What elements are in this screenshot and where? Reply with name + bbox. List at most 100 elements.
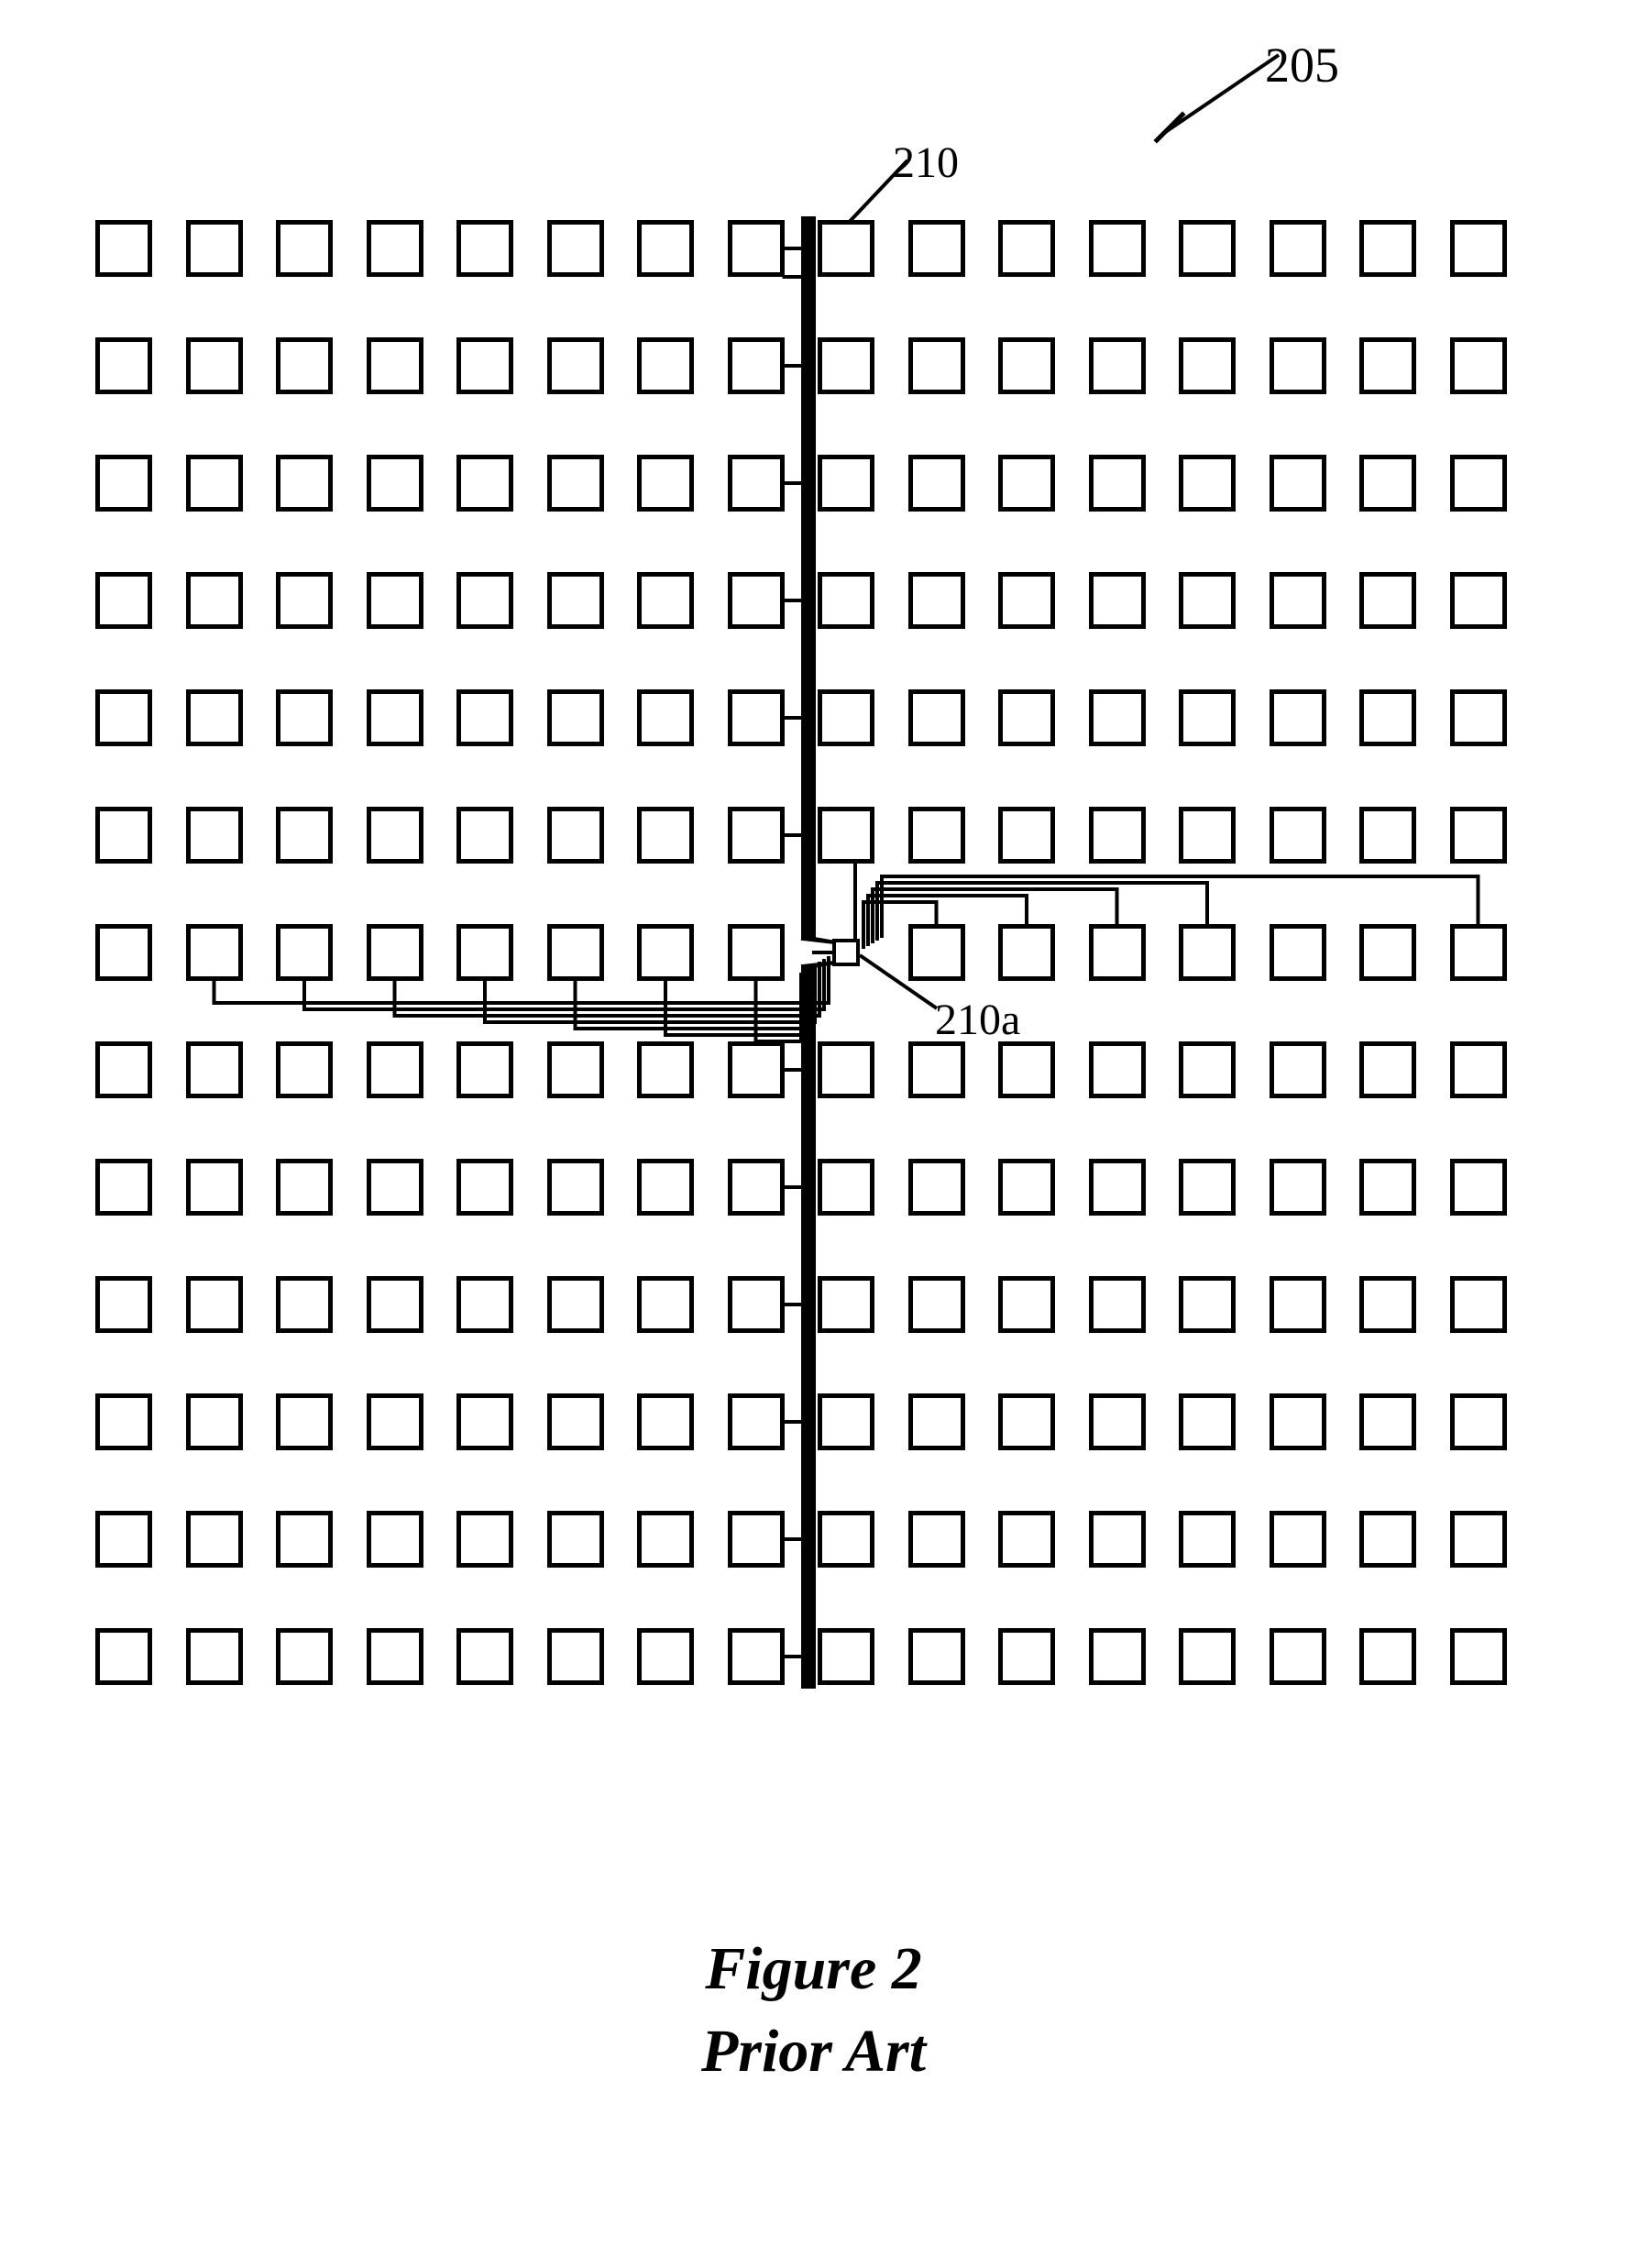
- grid-cell: [1179, 807, 1236, 864]
- grid-cell: [998, 220, 1055, 277]
- grid-cell: [1359, 807, 1416, 864]
- grid-cell: [456, 1276, 513, 1333]
- grid-cell: [1179, 1159, 1236, 1216]
- grid-cell: [1359, 1393, 1416, 1450]
- grid-cell: [367, 455, 423, 512]
- grid-cell: [186, 455, 243, 512]
- grid-cell: [1089, 455, 1146, 512]
- grid-cell: [1450, 1041, 1507, 1098]
- grid-cell: [998, 455, 1055, 512]
- grid-cell: [728, 1159, 785, 1216]
- grid-cell: [998, 1628, 1055, 1685]
- grid-cell: [1450, 1276, 1507, 1333]
- grid-cell: [1450, 807, 1507, 864]
- grid-cell: [367, 337, 423, 394]
- grid-cell: [818, 1628, 874, 1685]
- grid-cell: [908, 1628, 965, 1685]
- grid-cell: [818, 1276, 874, 1333]
- grid-cell: [456, 1393, 513, 1450]
- grid-cell: [818, 455, 874, 512]
- grid-cell: [908, 689, 965, 746]
- grid-cell: [186, 1276, 243, 1333]
- grid-cell: [456, 1628, 513, 1685]
- grid-cell: [95, 455, 152, 512]
- grid-cell: [1270, 220, 1326, 277]
- grid-cell: [95, 924, 152, 981]
- grid-cell: [1450, 689, 1507, 746]
- grid-cell: [998, 807, 1055, 864]
- grid-cell: [1270, 807, 1326, 864]
- grid-cell: [186, 1159, 243, 1216]
- grid-cell: [1450, 1628, 1507, 1685]
- grid-cell: [276, 807, 333, 864]
- grid-cell: [998, 1276, 1055, 1333]
- grid-cell: [367, 220, 423, 277]
- grid-cell: [1359, 1159, 1416, 1216]
- grid-cell: [818, 572, 874, 629]
- grid-cell: [1179, 1041, 1236, 1098]
- grid-cell: [1450, 337, 1507, 394]
- grid-cell: [276, 1393, 333, 1450]
- grid-cell: [908, 1511, 965, 1568]
- grid-cell: [998, 337, 1055, 394]
- grid-cell: [998, 1393, 1055, 1450]
- grid-cell: [1450, 220, 1507, 277]
- grid-cell: [998, 1511, 1055, 1568]
- grid-cell: [1179, 1628, 1236, 1685]
- grid-cell: [818, 220, 874, 277]
- grid-cell: [1450, 455, 1507, 512]
- grid-cell: [1089, 220, 1146, 277]
- grid-cell: [367, 1628, 423, 1685]
- grid-cell: [1270, 924, 1326, 981]
- grid-cell: [1089, 572, 1146, 629]
- grid-cell: [456, 220, 513, 277]
- grid-cell: [1270, 337, 1326, 394]
- grid-cell: [547, 1511, 604, 1568]
- grid-cell: [186, 220, 243, 277]
- grid-cell: [998, 924, 1055, 981]
- grid-cell: [728, 1511, 785, 1568]
- grid-cell: [276, 924, 333, 981]
- grid-cell: [367, 1393, 423, 1450]
- grid-cell: [1450, 924, 1507, 981]
- grid-cell: [998, 1159, 1055, 1216]
- grid-cell: [637, 1393, 694, 1450]
- grid-cell: [95, 1511, 152, 1568]
- grid-cell: [367, 1511, 423, 1568]
- grid-cell: [637, 924, 694, 981]
- grid-cell: [95, 1393, 152, 1450]
- grid-cell: [1089, 1159, 1146, 1216]
- grid-cell: [818, 1159, 874, 1216]
- grid-cell: [1179, 1511, 1236, 1568]
- grid-cell: [1089, 689, 1146, 746]
- grid-cell: [728, 1393, 785, 1450]
- grid-cell: [728, 220, 785, 277]
- grid-cell: [818, 337, 874, 394]
- grid-cell: [728, 924, 785, 981]
- grid-cell: [1270, 689, 1326, 746]
- grid-cell: [456, 1041, 513, 1098]
- grid-cell: [908, 572, 965, 629]
- grid-cell: [1359, 455, 1416, 512]
- grid-cell: [276, 1511, 333, 1568]
- grid-cell: [1270, 455, 1326, 512]
- grid-cell: [95, 689, 152, 746]
- grid-cell: [1359, 337, 1416, 394]
- grid-cell: [547, 1628, 604, 1685]
- grid-cell: [1359, 572, 1416, 629]
- ref-label-205: 205: [1265, 37, 1339, 94]
- grid-cell: [1089, 924, 1146, 981]
- grid-cell: [1089, 1041, 1146, 1098]
- grid-cell: [1450, 1159, 1507, 1216]
- grid-cell: [908, 455, 965, 512]
- grid-cell: [367, 689, 423, 746]
- grid-cell: [1089, 1511, 1146, 1568]
- grid-cell: [728, 455, 785, 512]
- grid-cell: [276, 337, 333, 394]
- grid-cell: [1179, 689, 1236, 746]
- grid-cell: [456, 689, 513, 746]
- grid-cell: [1270, 1041, 1326, 1098]
- grid-cell: [186, 1511, 243, 1568]
- grid-cell: [818, 1393, 874, 1450]
- grid-cell: [456, 1159, 513, 1216]
